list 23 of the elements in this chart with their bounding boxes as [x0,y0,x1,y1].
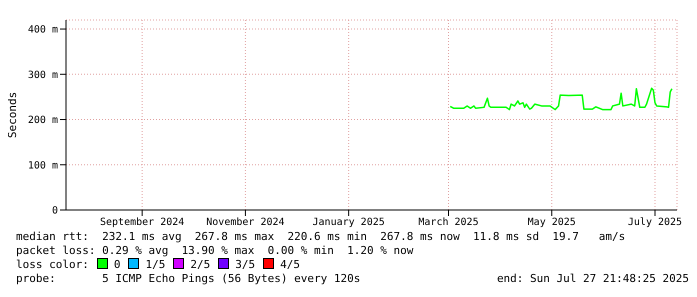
x-tick-label: March 2025 [418,217,479,228]
y-tick-label: 300 m [28,70,58,81]
y-tick-label: 200 m [28,115,58,126]
text: median rtt: 232.1 ms avg 267.8 ms max 220.6 ms min 267.8 ms now 11.8 ms sd 19.7 am/s [16,230,626,244]
text: end: Sun Jul 27 21:48:25 2025 [496,272,689,286]
line-series [449,88,673,110]
legend-title: loss color: [16,258,89,271]
text: packet loss: 0.29 % avg 13.90 % max 0.00 % min 1.20 % now [16,244,414,258]
x-tick-label: July 2025 [628,217,682,228]
y-axis-title: Seconds [6,92,19,138]
text: probe: 5 ICMP Echo Pings (56 Bytes) every 120s [16,272,360,286]
x-tick-label: January 2025 [312,217,385,228]
x-tick-label: September 2024 [100,217,184,228]
y-tick-label: 400 m [28,24,58,36]
y-tick-label: 0 [52,206,58,217]
legend-label: 2/5 [189,258,210,271]
legend-label: 1/5 [144,258,166,271]
legend-label: 4/5 [279,258,300,271]
legend-label: 3/5 [234,258,256,271]
y-tick-label: 100 m [28,160,58,172]
x-tick-label: November 2024 [206,217,285,228]
legend-label: 0 [112,258,120,271]
x-tick-label: May 2025 [528,217,576,228]
